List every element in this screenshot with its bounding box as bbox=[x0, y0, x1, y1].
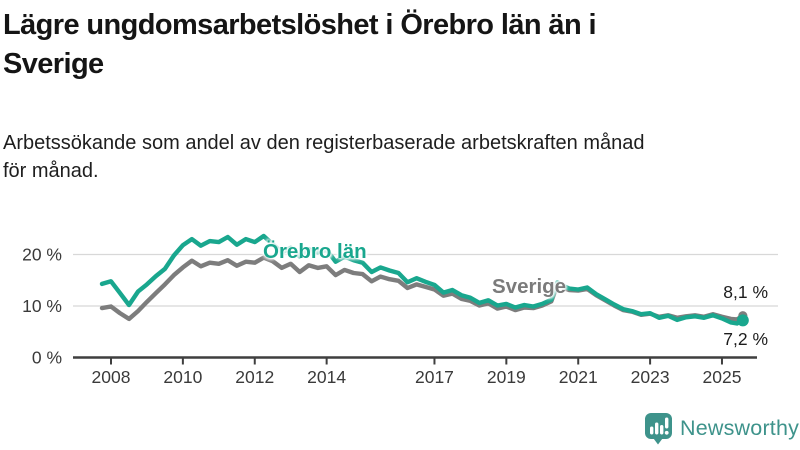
series-label-orebro: Örebro län bbox=[263, 240, 367, 263]
page-title-line-1: Lägre ungdomsarbetslöshet i Örebro län ä… bbox=[3, 9, 597, 41]
end-value-label-sverige: 8,1 % bbox=[723, 282, 768, 302]
x-tick-label: 2014 bbox=[307, 367, 346, 387]
page-subtitle-line-2: för månad. bbox=[3, 160, 99, 183]
page-title-line-2: Sverige bbox=[3, 47, 104, 80]
x-tick-label: 2017 bbox=[415, 367, 454, 387]
x-tick-label: 2023 bbox=[631, 367, 670, 387]
series-end-dot-orebro bbox=[736, 314, 749, 327]
x-tick-label: 2025 bbox=[703, 367, 742, 387]
page-title: Lägre ungdomsarbetslöshet i Örebro län ä… bbox=[3, 6, 743, 83]
x-axis-ticks bbox=[110, 357, 723, 365]
y-tick-label: 10 % bbox=[22, 296, 62, 316]
series-label-sverige: Sverige bbox=[492, 275, 567, 298]
x-axis-tick-labels: 2008 2010 2012 2014 2017 2019 2021 2023 2025 bbox=[92, 367, 742, 387]
x-tick-label: 2021 bbox=[559, 367, 598, 387]
newsworthy-icon bbox=[645, 413, 672, 445]
end-value-label-orebro: 7,2 % bbox=[723, 329, 768, 349]
newsworthy-logo[interactable]: Newsworthy bbox=[644, 412, 799, 445]
x-tick-label: 2010 bbox=[163, 367, 202, 387]
series-line-orebro bbox=[99, 233, 745, 326]
x-tick-label: 2019 bbox=[487, 367, 526, 387]
x-tick-label: 2008 bbox=[92, 367, 131, 387]
y-tick-label: 0 % bbox=[32, 348, 62, 368]
series-line-sverige bbox=[99, 255, 745, 322]
newsworthy-logo-text: Newsworthy bbox=[680, 416, 800, 440]
page-subtitle-line-1: Arbetssökande som andel av den registerb… bbox=[3, 132, 645, 154]
y-gridlines bbox=[73, 253, 778, 307]
page-subtitle: Arbetssökande som andel av den registerb… bbox=[3, 129, 743, 186]
x-tick-label: 2012 bbox=[235, 367, 274, 387]
y-tick-label: 20 % bbox=[22, 245, 62, 265]
y-axis-tick-labels: 0 % 10 % 20 % bbox=[22, 245, 62, 368]
